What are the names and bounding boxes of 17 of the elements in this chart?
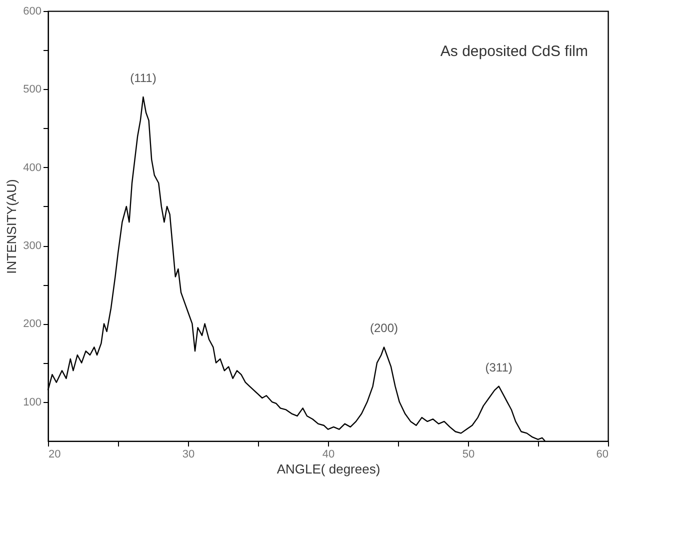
x-tick-label: 50 xyxy=(462,448,475,460)
y-tick-label: 300 xyxy=(23,240,42,252)
annotation: (111) xyxy=(130,71,156,85)
y-tick-label: 100 xyxy=(23,396,42,408)
y-tick-label: 400 xyxy=(23,162,42,174)
x-tick-label: 60 xyxy=(596,448,608,460)
y-tick-label: 200 xyxy=(23,318,42,330)
y-tick-label: 500 xyxy=(23,84,42,96)
x-tick-label: 20 xyxy=(48,448,61,460)
annotation: (200) xyxy=(370,321,398,336)
x-axis-title: ANGLE( degrees) xyxy=(276,462,380,476)
x-tick-label: 30 xyxy=(182,448,195,460)
x-tick-label: 40 xyxy=(322,448,335,460)
y-tick-label: 600 xyxy=(23,6,42,18)
y-axis-title: INTENSITY(AU) xyxy=(4,179,20,274)
annotation: (311) xyxy=(485,360,512,374)
annotation: As deposited CdS film xyxy=(440,43,588,60)
